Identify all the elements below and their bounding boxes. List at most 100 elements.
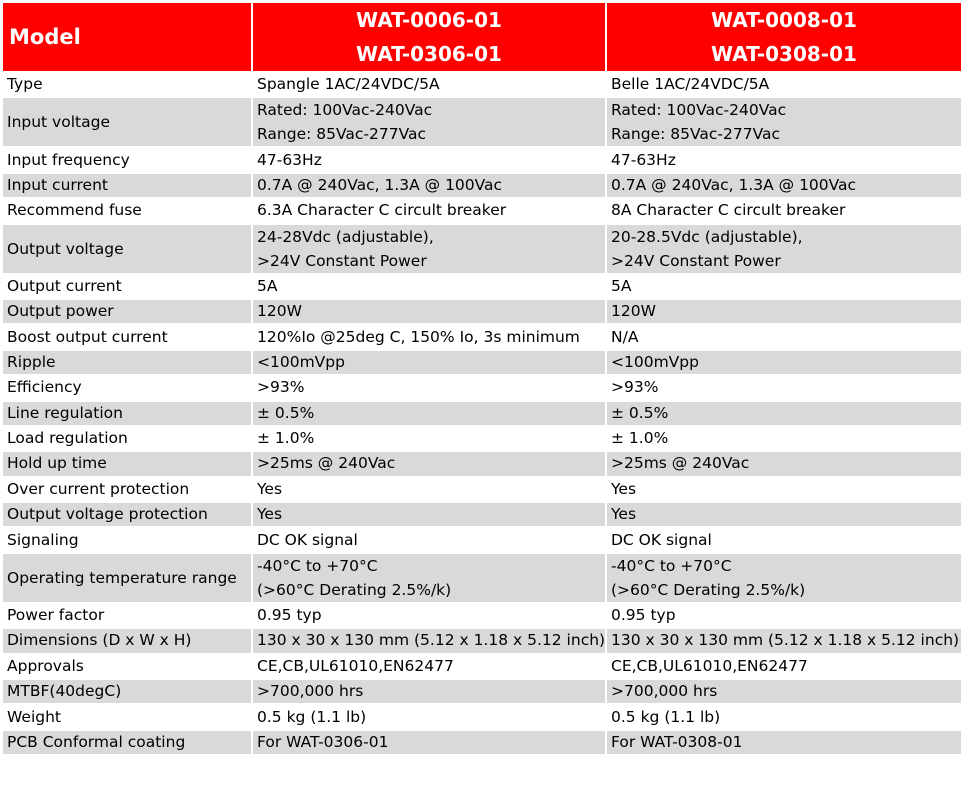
row-label: Output power — [1, 297, 253, 326]
table-row: Efficiency >93% >93% — [1, 374, 962, 402]
value-line: -40°C to +70°C — [257, 556, 378, 575]
value-line: Yes — [611, 479, 637, 498]
value-line: For WAT-0306-01 — [257, 733, 389, 751]
model-b-value: For WAT-0308-01 — [605, 728, 962, 757]
table-row: Output current 5A 5A — [1, 272, 962, 300]
model-a-value: ± 0.5% — [251, 399, 607, 427]
value-line: >93% — [257, 378, 305, 397]
value-line: 8A Character C circult breaker — [611, 201, 846, 220]
value-line: 5A — [611, 276, 632, 295]
value-line: 130 x 30 x 130 mm (5.12 x 1.18 x 5.12 in… — [611, 631, 960, 650]
model-b-value: 47-63Hz — [605, 146, 962, 174]
spec-table-wrapper: Model WAT-0006-01 WAT-0306-01 WAT-0008-0… — [0, 0, 962, 758]
model-b-value: 5A — [605, 272, 962, 300]
value-line: Spangle 1AC/24VDC/5A — [257, 75, 440, 94]
value-line: >93% — [611, 378, 659, 397]
model-b-value: >700,000 hrs — [605, 678, 962, 706]
value-line: 0.7A @ 240Vac, 1.3A @ 100Vac — [257, 175, 503, 194]
value-line: Rated: 100Vac-240Vac — [257, 101, 433, 120]
row-label: Approvals — [1, 652, 253, 681]
value-line: >700,000 hrs — [257, 682, 364, 701]
model-a-value: -40°C to +70°C (>60°C Derating 2.5%/k) — [251, 551, 607, 604]
row-label: Boost output current — [1, 323, 253, 351]
table-row: Signaling DC OK signal DC OK signal — [1, 526, 962, 554]
model-b-value: DC OK signal — [605, 526, 962, 554]
row-label: Over current protection — [1, 475, 253, 504]
table-row: Power factor 0.95 typ 0.95 typ — [1, 601, 962, 630]
value-line: Rated: 100Vac-240Vac — [611, 101, 787, 120]
spec-body: Type Spangle 1AC/24VDC/5A Belle 1AC/24VDC/… — [1, 70, 962, 757]
spec-table: Model WAT-0006-01 WAT-0306-01 WAT-0008-0… — [1, 1, 962, 757]
model-b-line1: WAT-0008-01 — [711, 8, 857, 32]
row-label: Line regulation — [1, 399, 253, 427]
value-line: <100mVpp — [611, 352, 699, 371]
value-line: ± 1.0% — [257, 429, 315, 448]
table-row: Operating temperature range -40°C to +70°… — [1, 551, 962, 604]
value-line: (>60°C Derating 2.5%/k) — [257, 580, 452, 599]
model-b-value: <100mVpp — [605, 348, 962, 377]
model-a-value: 24-28Vdc (adjustable), >24V Constant Powe… — [251, 222, 607, 275]
model-a-value: 0.95 typ — [251, 601, 607, 630]
row-label: Power factor — [1, 601, 253, 630]
model-a-value: Yes — [251, 501, 607, 529]
value-line: 20-28.5Vdc (adjustable), — [611, 227, 803, 246]
value-line: For WAT-0308-01 — [611, 733, 743, 751]
table-row: Hold up time >25ms @ 240Vac >25ms @ 240Vac — [1, 450, 962, 478]
value-line: -40°C to +70°C — [611, 556, 732, 575]
value-line: 0.7A @ 240Vac, 1.3A @ 100Vac — [611, 175, 857, 194]
row-label: Type — [1, 70, 253, 99]
value-line: 120W — [611, 302, 656, 321]
value-line: >25ms @ 240Vac — [257, 454, 396, 473]
table-row: Type Spangle 1AC/24VDC/5A Belle 1AC/24VDC/… — [1, 70, 962, 99]
model-a-value: 6.3A Character C circult breaker — [251, 197, 607, 225]
value-line: 24-28Vdc (adjustable), — [257, 227, 434, 246]
model-a-value: ± 1.0% — [251, 424, 607, 453]
row-label: Dimensions (D x W x H) — [1, 627, 253, 655]
model-a-header: WAT-0006-01 WAT-0306-01 — [251, 1, 607, 73]
model-a-value: CE,CB,UL61010,EN62477 — [251, 652, 607, 681]
model-b-line2: WAT-0308-01 — [711, 42, 857, 66]
value-line: CE,CB,UL61010,EN62477 — [611, 656, 808, 675]
value-line: (>60°C Derating 2.5%/k) — [611, 580, 806, 599]
row-label: Operating temperature range — [1, 551, 253, 604]
model-a-value: 5A — [251, 272, 607, 300]
model-a-value: <100mVpp — [251, 348, 607, 377]
model-b-value: Belle 1AC/24VDC/5A — [605, 70, 962, 99]
value-line: ± 0.5% — [257, 403, 315, 422]
header-row: Model WAT-0006-01 WAT-0306-01 WAT-0008-0… — [1, 1, 962, 73]
model-b-value: ± 0.5% — [605, 399, 962, 427]
value-line: 130 x 30 x 130 mm (5.12 x 1.18 x 5.12 in… — [257, 631, 606, 650]
table-row: Input frequency 47-63Hz 47-63Hz — [1, 146, 962, 174]
table-row: Output voltage protection Yes Yes — [1, 501, 962, 529]
value-line: 0.95 typ — [611, 606, 676, 625]
row-label: Output current — [1, 272, 253, 300]
model-b-value: 0.7A @ 240Vac, 1.3A @ 100Vac — [605, 171, 962, 200]
row-label: Hold up time — [1, 450, 253, 478]
model-b-value: -40°C to +70°C (>60°C Derating 2.5%/k) — [605, 551, 962, 604]
model-a-value: DC OK signal — [251, 526, 607, 554]
table-row: Ripple <100mVpp <100mVpp — [1, 348, 962, 377]
model-a-value: >700,000 hrs — [251, 678, 607, 706]
model-b-value: 0.95 typ — [605, 601, 962, 630]
table-row: MTBF(40degC) >700,000 hrs >700,000 hrs — [1, 678, 962, 706]
model-a-value: >93% — [251, 374, 607, 402]
model-a-value: Rated: 100Vac-240Vac Range: 85Vac-277Vac — [251, 96, 607, 149]
table-row: Line regulation ± 0.5% ± 0.5% — [1, 399, 962, 427]
table-row: PCB Conformal coating For WAT-0306-01 For … — [1, 728, 962, 757]
model-b-value: 0.5 kg (1.1 lb) — [605, 703, 962, 731]
model-a-value: >25ms @ 240Vac — [251, 450, 607, 478]
model-header: Model — [1, 1, 253, 73]
row-label: Input voltage — [1, 96, 253, 149]
row-label: Weight — [1, 703, 253, 731]
value-line: 120W — [257, 302, 302, 321]
model-a-line1: WAT-0006-01 — [356, 8, 502, 32]
value-line: DC OK signal — [611, 530, 712, 549]
model-b-value: Yes — [605, 501, 962, 529]
model-b-value: ± 1.0% — [605, 424, 962, 453]
model-a-value: For WAT-0306-01 — [251, 728, 607, 757]
value-line: 0.5 kg (1.1 lb) — [257, 707, 367, 726]
table-row: Approvals CE,CB,UL61010,EN62477 CE,CB,UL61… — [1, 652, 962, 681]
value-line: 47-63Hz — [257, 150, 322, 169]
value-line: >700,000 hrs — [611, 682, 718, 701]
row-label: Ripple — [1, 348, 253, 377]
